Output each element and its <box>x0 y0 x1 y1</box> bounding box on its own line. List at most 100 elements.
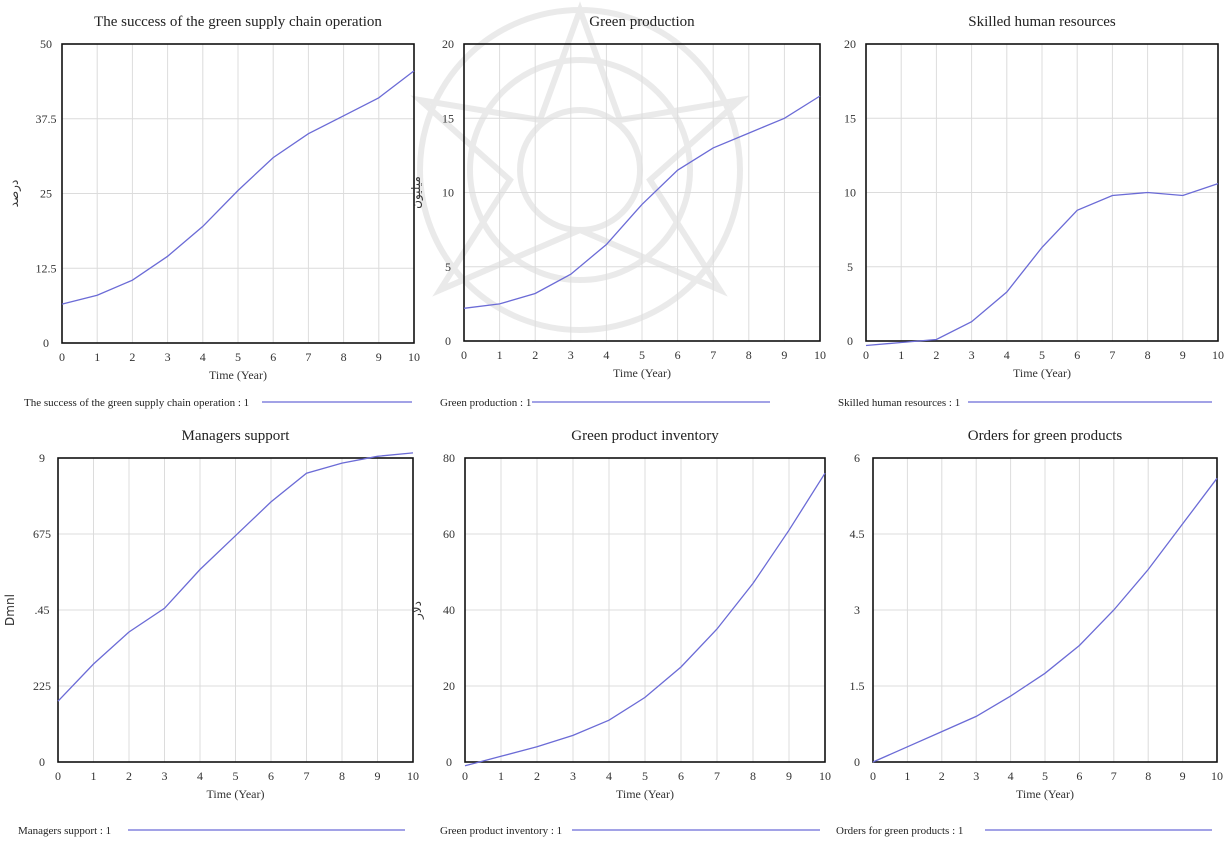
y-axis-label: دلار <box>410 601 425 620</box>
x-tick-label: 10 <box>408 350 420 364</box>
x-tick-label: 4 <box>197 769 203 783</box>
x-tick-label: 6 <box>268 769 274 783</box>
y-tick-label: 675 <box>33 527 51 541</box>
series-line <box>865 182 1219 347</box>
y-tick-label: 0 <box>446 755 452 769</box>
x-tick-label: 9 <box>376 350 382 364</box>
x-tick-label: 7 <box>305 350 311 364</box>
x-axis-label: Time (Year) <box>1013 366 1071 380</box>
x-axis-label: Time (Year) <box>209 368 267 382</box>
legend-label: Skilled human resources : 1 <box>838 397 960 409</box>
x-tick-label: 7 <box>304 769 310 783</box>
x-tick-label: 1 <box>94 350 100 364</box>
chart-title: Green production <box>589 14 695 30</box>
x-tick-label: 10 <box>1211 769 1223 783</box>
x-tick-label: 7 <box>710 348 716 362</box>
x-tick-label: 4 <box>1004 348 1010 362</box>
y-tick-label: 5 <box>847 260 853 274</box>
y-tick-label: 4.5 <box>850 527 865 541</box>
y-tick-label: 9 <box>39 451 45 465</box>
legend-label: Orders for green products : 1 <box>836 825 963 837</box>
x-axis-label: Time (Year) <box>206 787 264 801</box>
series-line <box>61 70 415 305</box>
x-tick-label: 3 <box>570 769 576 783</box>
plot-frame <box>865 43 1219 342</box>
x-tick-label: 7 <box>714 769 720 783</box>
x-tick-label: 0 <box>863 348 869 362</box>
x-axis-label: Time (Year) <box>613 366 671 380</box>
y-tick-label: 15 <box>442 111 454 125</box>
x-tick-label: 4 <box>603 348 609 362</box>
y-tick-label: 25 <box>40 187 52 201</box>
x-tick-label: 6 <box>675 348 681 362</box>
x-tick-label: 0 <box>461 348 467 362</box>
y-tick-label: 60 <box>443 527 455 541</box>
x-tick-label: 8 <box>1145 769 1151 783</box>
plot-frame <box>463 43 821 342</box>
chart-title: The success of the green supply chain op… <box>94 14 382 30</box>
y-tick-label: 15 <box>844 111 856 125</box>
legend-label: Managers support : 1 <box>18 825 111 837</box>
y-tick-label: 1.5 <box>850 679 865 693</box>
x-tick-label: 0 <box>59 350 65 364</box>
legend-label: Green production : 1 <box>440 397 531 409</box>
y-tick-label: 10 <box>844 186 856 200</box>
x-tick-label: 3 <box>165 350 171 364</box>
x-tick-label: 2 <box>126 769 132 783</box>
series-line <box>872 477 1218 763</box>
y-tick-label: 12.5 <box>36 261 57 275</box>
x-tick-label: 4 <box>200 350 206 364</box>
x-tick-label: 9 <box>1180 769 1186 783</box>
plot-frame <box>57 457 414 763</box>
y-tick-label: 80 <box>443 451 455 465</box>
x-tick-label: 2 <box>933 348 939 362</box>
chart-title: Skilled human resources <box>968 14 1116 30</box>
x-tick-label: 6 <box>1076 769 1082 783</box>
x-tick-label: 9 <box>375 769 381 783</box>
x-tick-label: 0 <box>55 769 61 783</box>
y-tick-label: .45 <box>35 603 50 617</box>
x-tick-label: 5 <box>1042 769 1048 783</box>
y-tick-label: 0 <box>43 336 49 350</box>
y-tick-label: 3 <box>854 603 860 617</box>
x-tick-label: 7 <box>1111 769 1117 783</box>
plot-frame <box>872 457 1218 763</box>
y-tick-label: 50 <box>40 37 52 51</box>
chart-title: Green product inventory <box>571 428 719 444</box>
x-tick-label: 2 <box>939 769 945 783</box>
series-line <box>463 95 821 309</box>
x-tick-label: 7 <box>1109 348 1115 362</box>
y-tick-label: 5 <box>445 260 451 274</box>
x-tick-label: 0 <box>462 769 468 783</box>
x-tick-label: 2 <box>534 769 540 783</box>
y-tick-label: 40 <box>443 603 455 617</box>
legend-label: Green product inventory : 1 <box>440 825 562 837</box>
x-tick-label: 9 <box>781 348 787 362</box>
y-tick-label: 20 <box>844 37 856 51</box>
y-axis-label: درصد <box>7 180 22 208</box>
x-tick-label: 10 <box>819 769 831 783</box>
x-tick-label: 2 <box>129 350 135 364</box>
x-tick-label: 6 <box>270 350 276 364</box>
x-tick-label: 1 <box>904 769 910 783</box>
y-tick-label: 0 <box>39 755 45 769</box>
x-axis-label: Time (Year) <box>1016 787 1074 801</box>
series-line <box>57 452 414 702</box>
x-tick-label: 3 <box>973 769 979 783</box>
x-tick-label: 10 <box>1212 348 1224 362</box>
x-tick-label: 1 <box>91 769 97 783</box>
chart-title: Orders for green products <box>968 428 1123 444</box>
plot-frame <box>61 43 415 344</box>
x-tick-label: 8 <box>341 350 347 364</box>
y-tick-label: 10 <box>442 186 454 200</box>
x-tick-label: 1 <box>497 348 503 362</box>
legend-label: The success of the green supply chain op… <box>24 397 249 409</box>
x-tick-label: 1 <box>498 769 504 783</box>
x-tick-label: 2 <box>532 348 538 362</box>
y-tick-label: 0 <box>854 755 860 769</box>
x-tick-label: 3 <box>969 348 975 362</box>
x-tick-label: 6 <box>678 769 684 783</box>
x-tick-label: 5 <box>642 769 648 783</box>
y-tick-label: 37.5 <box>36 112 57 126</box>
y-tick-label: 20 <box>442 37 454 51</box>
